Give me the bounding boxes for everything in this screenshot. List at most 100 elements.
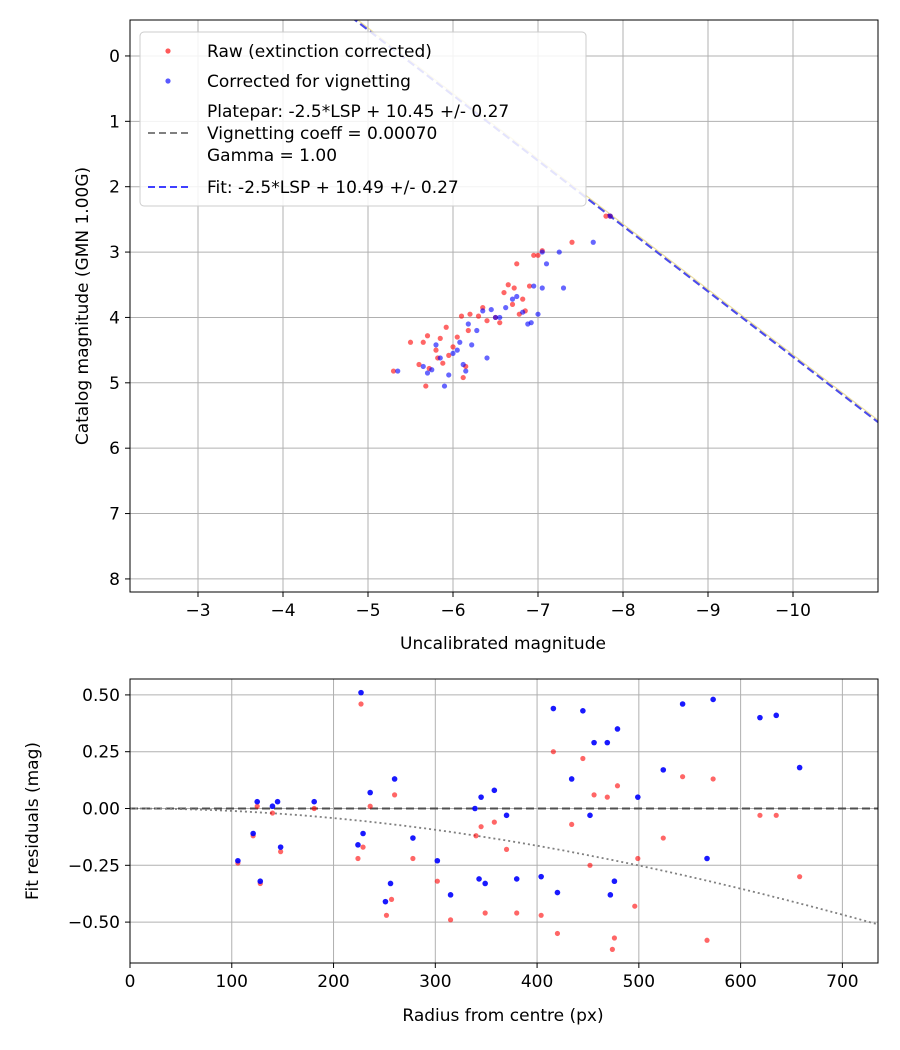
bottom-corrected-point	[482, 880, 488, 887]
bottom-corrected-point	[538, 873, 544, 880]
top-corrected-point	[607, 213, 613, 219]
bottom-corrected-point	[250, 830, 256, 837]
top-raw-point	[497, 320, 503, 326]
top-corrected-point	[460, 361, 466, 368]
legend-corrected-marker	[165, 78, 171, 84]
bottom-corrected-point	[607, 892, 614, 898]
bot-x-tick-label: 300	[419, 972, 451, 992]
top-raw-point	[407, 339, 414, 345]
top-corrected-point	[441, 383, 448, 389]
bottom-raw-point	[254, 803, 260, 809]
top-corrected-point	[450, 350, 456, 356]
bottom-corrected-point	[274, 798, 281, 805]
top-corrected-point	[420, 363, 426, 370]
legend-platepar-line-3: Gamma = 1.00	[207, 146, 337, 166]
top-raw-point	[569, 239, 575, 245]
bottom-raw-point	[491, 819, 497, 825]
bottom-raw-point	[383, 912, 390, 918]
bottom-axes-frame	[129, 678, 879, 964]
top-raw-point	[467, 311, 473, 317]
bottom-corrected-point	[513, 876, 520, 882]
top-raw-point	[454, 334, 460, 340]
bottom-corrected-point	[434, 857, 441, 864]
bottom-y-axis-label: Fit residuals (mag)	[23, 742, 43, 900]
bot-y-tick-label: 0.50	[82, 686, 120, 706]
bottom-corrected-point	[491, 787, 498, 794]
top-raw-point	[443, 324, 449, 330]
top-x-tick-label: −9	[695, 601, 720, 621]
top-corrected-point	[484, 355, 490, 361]
top-corrected-point	[474, 327, 480, 334]
bottom-raw-point	[360, 844, 366, 850]
bottom-y-axis-ticks: 0.50 0.25 0.00 −0.25 −0.50	[68, 686, 130, 933]
top-raw-point	[520, 296, 526, 302]
bottom-corrected-point	[254, 798, 261, 805]
top-corrected-point	[556, 249, 562, 255]
bottom-chart: 0 100 200 300 400 500 600 700 0.50 0.25 0.00 −0.25…	[23, 678, 879, 1026]
top-corrected-point	[465, 321, 471, 327]
bottom-reference-lines	[130, 807, 878, 926]
bottom-raw-point	[569, 821, 575, 828]
bottom-raw-point	[773, 812, 779, 818]
bottom-corrected-point	[796, 764, 803, 771]
bottom-raw-point	[358, 701, 364, 707]
top-corrected-point	[520, 309, 526, 315]
bottom-raw-point	[632, 903, 638, 909]
bottom-raw-point	[447, 917, 454, 923]
top-raw-point	[511, 285, 517, 291]
bottom-corrected-point	[358, 689, 364, 696]
bottom-raw-point	[614, 783, 621, 789]
legend-fit-label: Fit: -2.5*LSP + 10.49 +/- 0.27	[207, 178, 459, 198]
bottom-corrected-point	[704, 855, 710, 862]
top-raw-point	[526, 283, 533, 289]
bottom-x-axis-label: Radius from centre (px)	[402, 1006, 603, 1026]
bottom-raw-point	[391, 792, 398, 798]
top-y-tick-label: 8	[109, 570, 120, 590]
bot-x-tick-label: 600	[724, 972, 756, 992]
top-corrected-point	[539, 285, 545, 291]
top-corrected-point	[497, 314, 503, 321]
bottom-raw-point	[388, 896, 395, 902]
top-scatter-points	[390, 213, 613, 389]
bottom-raw-point	[587, 862, 593, 868]
top-corrected-point	[437, 355, 443, 361]
bottom-raw-point	[591, 792, 597, 798]
top-corrected-point	[503, 305, 509, 311]
bottom-corrected-point	[391, 776, 398, 782]
bottom-corrected-point	[503, 812, 510, 819]
top-raw-point	[531, 252, 537, 258]
bot-x-tick-label: 500	[623, 972, 655, 992]
top-corrected-point	[429, 367, 435, 373]
legend: Raw (extinction corrected) Corrected for…	[139, 31, 587, 207]
bottom-corrected-point	[410, 835, 416, 841]
top-x-tick-label: −5	[355, 601, 380, 621]
bottom-raw-point	[550, 749, 556, 755]
top-corrected-point	[509, 296, 516, 302]
top-corrected-point	[539, 249, 545, 255]
bottom-scatter-points	[235, 689, 803, 952]
top-corrected-point	[463, 368, 469, 374]
bottom-raw-point	[680, 774, 686, 780]
top-raw-point	[420, 339, 426, 345]
bottom-corrected-point	[587, 812, 593, 819]
bottom-raw-point	[478, 824, 484, 830]
top-corrected-point	[543, 261, 550, 267]
bottom-raw-point	[482, 910, 488, 916]
bot-y-tick-label: 0.00	[82, 800, 120, 820]
top-x-tick-label: −7	[525, 601, 550, 621]
bottom-corrected-point	[773, 712, 780, 719]
top-corrected-point	[488, 306, 494, 313]
top-raw-point	[535, 252, 541, 258]
top-raw-point	[505, 282, 511, 288]
top-corrected-point	[560, 285, 567, 291]
bottom-corrected-point	[476, 876, 482, 882]
bottom-raw-point	[473, 833, 479, 839]
top-y-tick-label: 4	[109, 308, 120, 328]
bottom-corrected-point	[614, 726, 621, 732]
bottom-corrected-point	[478, 794, 484, 800]
bot-y-tick-label: 0.25	[82, 743, 120, 763]
top-corrected-point	[469, 342, 475, 348]
bottom-corrected-point	[635, 794, 641, 800]
bottom-corrected-point	[679, 701, 686, 707]
top-y-tick-label: 5	[109, 374, 120, 394]
